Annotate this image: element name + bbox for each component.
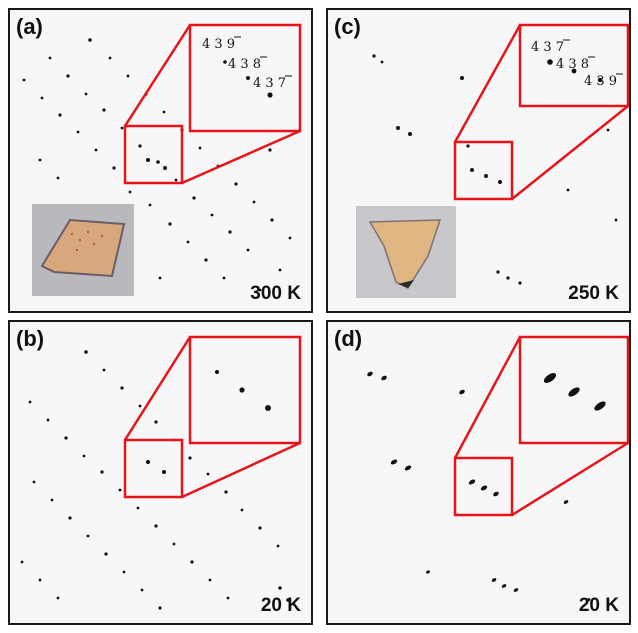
diffraction-panel-c: 4 3 7 4 3 8 4 3 9 (c) 250 K: [326, 8, 631, 313]
crystal-flake-a: [40, 218, 126, 278]
panel-label-d: (d): [334, 326, 363, 351]
panel-label-a: (a): [16, 14, 43, 39]
diffraction-panel-d: (d) 20 K: [326, 320, 631, 625]
temperature-label-a: 300 K: [250, 283, 301, 304]
diffraction-panel-a: 4 3 9 4 3 8 4 3 7 (a) 300 K: [8, 8, 313, 313]
temperature-label-d: 20 K: [578, 595, 619, 616]
diffraction-panel-b: (b) 20 K: [8, 320, 313, 625]
diffraction-pattern-c: 4 3 7 4 3 8 4 3 9: [372, 23, 629, 285]
temperature-label-b: 20 K: [260, 595, 301, 616]
miller-index-c-2: 4 3 8: [556, 57, 589, 72]
crystal-photo-c: [356, 206, 456, 298]
miller-index-a-1: 4 3 9: [202, 37, 235, 52]
panel-label-b: (b): [16, 326, 45, 351]
temperature-label-c: 250 K: [568, 283, 619, 304]
diffraction-pattern-a: 4 3 9 4 3 8 4 3 7: [22, 23, 302, 292]
miller-index-a-2: 4 3 8: [228, 57, 261, 72]
miller-index-c-3: 4 3 9: [584, 74, 617, 89]
miller-index-a-3: 4 3 7: [253, 76, 286, 91]
diffraction-pattern-b: [20, 335, 302, 610]
panel-label-c: (c): [334, 14, 361, 39]
crystal-flake-c: [368, 219, 442, 289]
diffraction-pattern-d: [367, 335, 629, 602]
crystal-photo-a: [32, 204, 134, 296]
miller-index-c-1: 4 3 7: [531, 40, 564, 55]
